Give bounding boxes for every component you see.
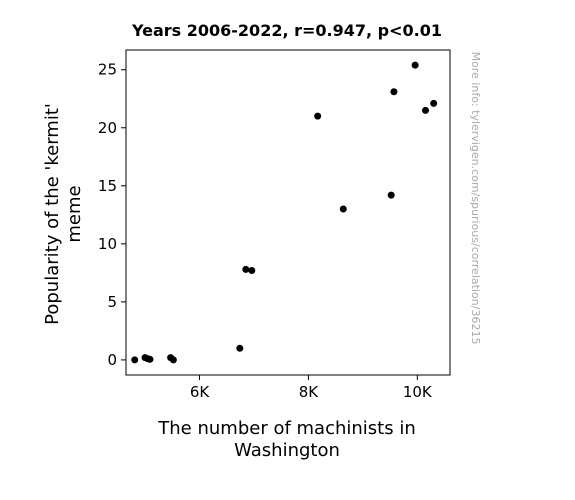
y-tick-label: 25 xyxy=(98,61,117,79)
y-tick-label: 15 xyxy=(98,177,117,195)
x-tick-label: 8K xyxy=(299,383,320,401)
plot-area-frame xyxy=(125,49,451,376)
y-axis-label: Popularity of the 'kermit' meme xyxy=(42,103,85,325)
y-tick-label: 10 xyxy=(98,235,117,253)
data-point xyxy=(242,265,250,273)
data-point xyxy=(131,356,139,364)
x-tick-label: 6K xyxy=(190,383,211,401)
x-axis-label-line-2: Washington xyxy=(234,440,340,461)
data-point xyxy=(411,61,419,69)
y-tick-label: 20 xyxy=(98,119,117,137)
data-point xyxy=(421,106,429,114)
y-tick-label: 0 xyxy=(107,351,117,369)
data-point xyxy=(236,344,244,352)
data-points xyxy=(131,61,438,364)
data-point xyxy=(248,267,256,275)
x-axis-label-line-1: The number of machinists in xyxy=(157,418,415,439)
data-point xyxy=(387,191,395,199)
data-point xyxy=(390,88,398,96)
data-point xyxy=(169,356,177,364)
data-point xyxy=(430,99,438,107)
chart-title: Years 2006-2022, r=0.947, p<0.01 xyxy=(131,21,442,40)
x-tick-label: 10K xyxy=(403,383,433,401)
x-axis-label: The number of machinists in Washington xyxy=(157,418,415,461)
y-tick-label: 5 xyxy=(107,293,117,311)
axis-ticks: 6K 8K 10K 0 5 10 15 20 25 xyxy=(98,61,433,401)
y-axis-label-line-1: Popularity of the 'kermit' xyxy=(42,103,63,325)
data-point xyxy=(146,355,154,363)
data-point xyxy=(314,112,322,120)
data-point xyxy=(339,205,347,213)
watermark: More info: tylervigen.com/spurious/corre… xyxy=(469,52,482,345)
y-axis-label-line-2: meme xyxy=(64,185,85,242)
